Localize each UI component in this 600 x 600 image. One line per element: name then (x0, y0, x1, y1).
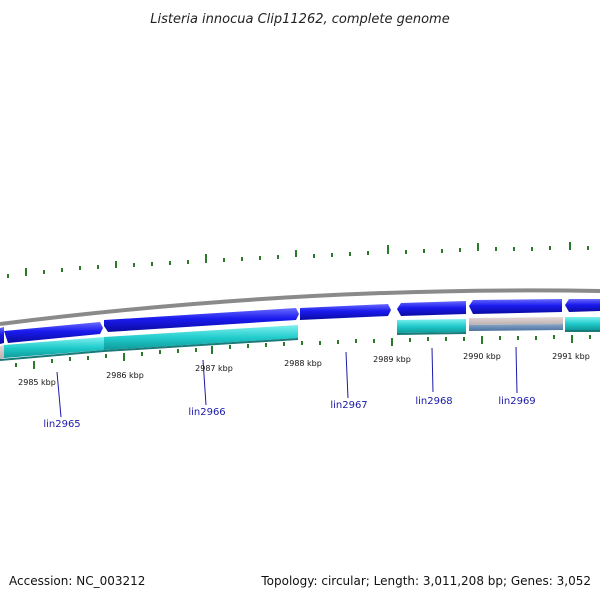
kbp-label: 2991 kbp (552, 352, 590, 361)
genome-summary-text: Topology: circular; Length: 3,011,208 bp… (260, 574, 591, 588)
kbp-label: 2988 kbp (284, 359, 322, 368)
reverse-cds-block[interactable] (565, 317, 600, 330)
forward-cds-arrow[interactable] (0, 327, 4, 344)
kbp-label: 2987 kbp (195, 364, 233, 373)
reverse-strand-track (0, 317, 600, 359)
gene-label-lin2965[interactable]: lin2965 (43, 419, 80, 430)
reverse-cds-arrow-outer[interactable] (565, 299, 600, 312)
gene-label-lin2966[interactable]: lin2966 (188, 407, 225, 418)
kbp-label: 2989 kbp (373, 355, 411, 364)
reverse-cds-block[interactable] (397, 319, 466, 333)
grey-feature[interactable] (469, 317, 563, 325)
reverse-cds-block[interactable] (104, 325, 298, 350)
reverse-cds-arrow-outer[interactable] (397, 301, 466, 316)
inner-track-line (0, 330, 600, 361)
map-title: Listeria innocua Clip11262, complete gen… (150, 12, 449, 27)
accession-text: Accession: NC_003212 (9, 574, 145, 588)
outer-tick-track (7, 242, 589, 278)
kbp-label: 2990 kbp (463, 352, 501, 361)
gene-label-lin2967[interactable]: lin2967 (330, 400, 367, 411)
kbp-label: 2986 kbp (106, 371, 144, 380)
backbone-arc (0, 288, 600, 326)
forward-strand-track (0, 299, 600, 344)
kbp-scale-labels: 2985 kbp 2986 kbp 2987 kbp 2988 kbp 2989… (18, 352, 590, 387)
forward-cds-arrow[interactable] (300, 304, 391, 320)
gene-label-lin2968[interactable]: lin2968 (415, 396, 452, 407)
gene-leader-lines (56, 346, 518, 418)
inner-tick-track (15, 335, 591, 369)
reverse-cds-arrow-outer[interactable] (469, 299, 562, 314)
forward-cds-arrow[interactable] (104, 308, 299, 332)
slate-feature[interactable] (469, 324, 563, 331)
gene-label-lin2969[interactable]: lin2969 (498, 396, 535, 407)
grey-feature[interactable] (0, 345, 4, 359)
forward-cds-arrow[interactable] (4, 322, 103, 343)
reverse-cds-block[interactable] (4, 337, 104, 358)
kbp-label: 2985 kbp (18, 378, 56, 387)
gene-labels: lin2965 lin2966 lin2967 lin2968 lin2969 (43, 396, 535, 430)
